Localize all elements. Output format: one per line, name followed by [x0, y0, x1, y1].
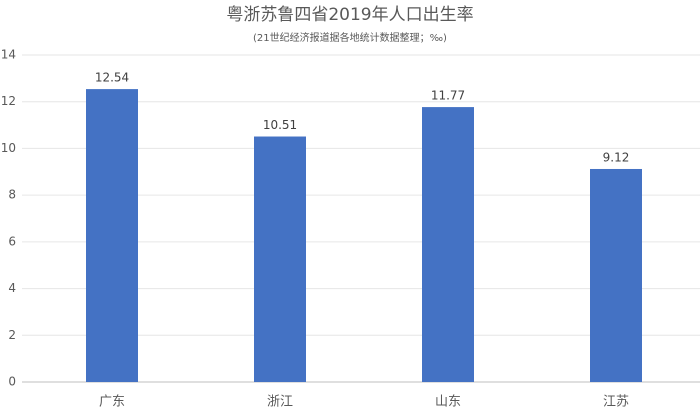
bar — [86, 89, 138, 382]
y-tick-label: 6 — [8, 234, 16, 248]
x-tick-label: 江苏 — [603, 394, 629, 410]
bar — [254, 136, 306, 382]
data-label: 12.54 — [95, 71, 129, 85]
chart-title: 粤浙苏鲁四省2019年人口出生率 — [226, 5, 473, 25]
data-label: 9.12 — [603, 150, 630, 164]
data-label: 11.77 — [431, 89, 465, 103]
x-tick-label: 广东 — [99, 395, 125, 410]
chart-subtitle: (21世纪经济报道据各地统计数据整理；‰) — [253, 31, 447, 44]
x-tick-label: 浙江 — [267, 395, 293, 410]
y-tick-label: 8 — [8, 188, 16, 202]
bar — [422, 107, 474, 382]
y-tick-label: 4 — [8, 281, 16, 295]
y-tick-label: 12 — [1, 94, 16, 108]
y-tick-label: 14 — [1, 48, 16, 62]
bar — [590, 168, 642, 382]
x-tick-label: 山东 — [435, 395, 461, 410]
data-label: 10.51 — [263, 118, 297, 132]
y-tick-label: 10 — [1, 141, 16, 155]
y-tick-label: 0 — [8, 375, 16, 389]
y-tick-label: 2 — [8, 328, 16, 342]
